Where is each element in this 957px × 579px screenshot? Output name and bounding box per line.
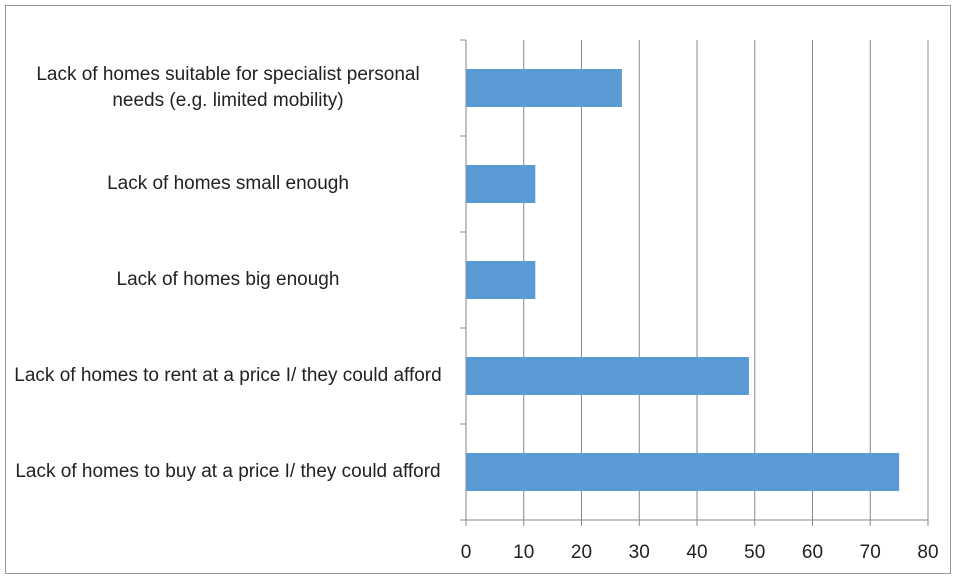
bar — [466, 165, 536, 203]
chart-border — [5, 5, 951, 574]
y-tick-label: Lack of homes small enough — [107, 173, 349, 194]
x-tick-label: 20 — [571, 542, 592, 563]
y-tick-label: Lack of homes big enough — [116, 269, 340, 290]
x-tick-label: 70 — [860, 542, 881, 563]
y-tick-label: Lack of homes to rent at a price I/ they… — [14, 365, 442, 386]
x-tick-label: 0 — [461, 542, 472, 563]
bar — [466, 453, 900, 491]
bar — [466, 357, 749, 395]
x-tick-label: 50 — [744, 542, 765, 563]
y-tick-label: Lack of homes suitable for specialist pe… — [36, 64, 420, 111]
bar — [466, 69, 622, 107]
x-tick-label: 30 — [629, 542, 650, 563]
x-tick-label: 10 — [513, 542, 534, 563]
y-tick-label: Lack of homes to buy at a price I/ they … — [15, 461, 441, 482]
bar — [466, 261, 536, 299]
x-tick-label: 80 — [917, 542, 938, 563]
x-tick-label: 40 — [686, 542, 707, 563]
x-tick-label: 60 — [802, 542, 823, 563]
